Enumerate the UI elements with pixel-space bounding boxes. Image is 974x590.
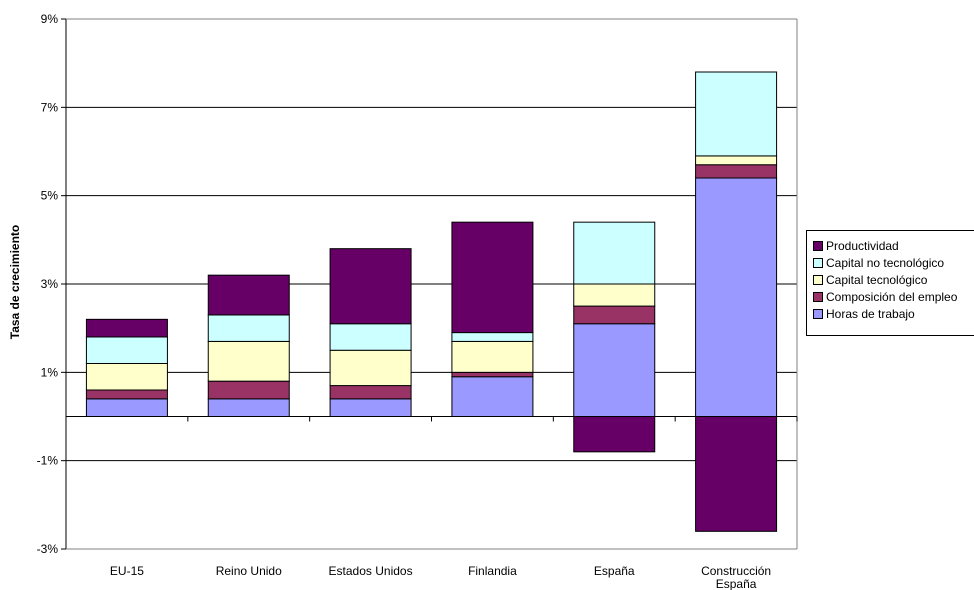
bar-segment xyxy=(573,305,656,325)
x-tick-label: Reino Unido xyxy=(216,564,282,578)
bar-segment xyxy=(329,248,412,325)
bar-segment xyxy=(329,398,412,418)
bar-segment xyxy=(451,332,534,342)
y-tick-label: -1% xyxy=(37,454,59,468)
y-tick-label: -3% xyxy=(37,542,59,556)
y-tick-label: 9% xyxy=(41,12,59,26)
legend-item: Capital tecnológico xyxy=(813,271,974,288)
bar-segment xyxy=(207,398,290,418)
axes xyxy=(61,18,798,550)
bar-segment xyxy=(85,389,168,400)
bar-segment xyxy=(451,221,534,334)
bar-segment xyxy=(573,323,656,417)
bar-segment xyxy=(207,274,290,316)
bar-segment xyxy=(329,323,412,351)
x-tick-label: Finlandia xyxy=(468,564,517,578)
bar-segment xyxy=(329,385,412,400)
legend-label: Capital tecnológico xyxy=(826,272,928,287)
bar-segment xyxy=(573,221,656,285)
legend-label: Capital no tecnológico xyxy=(826,255,945,270)
legend: Productividad Capital no tecnológico Capit… xyxy=(806,230,974,336)
legend-swatch xyxy=(813,274,823,285)
bar-segment xyxy=(329,349,412,387)
x-tick-label: Estados Unidos xyxy=(329,564,413,578)
bar-segment xyxy=(85,336,168,364)
y-tick-label: 1% xyxy=(41,365,59,379)
bar-segment xyxy=(695,164,778,179)
legend-item: Capital no tecnológico xyxy=(813,254,974,271)
gridlines xyxy=(66,18,797,462)
bar-segment xyxy=(573,416,656,453)
bar-segment xyxy=(207,380,290,400)
x-tick-label: Construcción España xyxy=(701,564,771,590)
y-tick-label: 7% xyxy=(41,100,59,114)
legend-swatch xyxy=(813,240,823,251)
bar-segment xyxy=(451,376,534,417)
bar-segment xyxy=(207,314,290,342)
bar-segment xyxy=(85,398,168,418)
legend-swatch xyxy=(813,308,823,319)
bar-segment xyxy=(85,318,168,338)
x-tick-labels: EU-15 Reino Unido Estados Unidos Finlandia E… xyxy=(110,564,771,590)
legend-swatch xyxy=(813,291,823,302)
y-axis-label: Tasa de crecimiento xyxy=(8,225,22,340)
bar-segment xyxy=(695,71,778,157)
legend-item: Productividad xyxy=(813,237,974,254)
y-tick-label: 3% xyxy=(41,277,59,291)
legend-label: Composición del empleo xyxy=(826,289,958,304)
bar-segment xyxy=(695,155,778,166)
legend-label: Horas de trabajo xyxy=(826,306,915,321)
y-tick-labels: -3% -1% 1% 3% 5% 7% 9% xyxy=(37,12,59,556)
bar-segment xyxy=(451,371,534,378)
bar-segment xyxy=(695,177,778,417)
bar-segment xyxy=(207,340,290,382)
bar-segment xyxy=(85,363,168,391)
y-tick-label: 5% xyxy=(41,189,59,203)
bars xyxy=(85,71,778,532)
legend-label: Productividad xyxy=(826,238,899,253)
legend-item: Composición del empleo xyxy=(813,288,974,305)
bar-segment xyxy=(695,416,778,532)
legend-swatch xyxy=(813,257,823,268)
x-tick-label: España xyxy=(594,564,635,578)
bar-segment xyxy=(451,340,534,373)
legend-item: Horas de trabajo xyxy=(813,305,974,322)
bar-segment xyxy=(573,283,656,307)
x-tick-label: EU-15 xyxy=(110,564,144,578)
